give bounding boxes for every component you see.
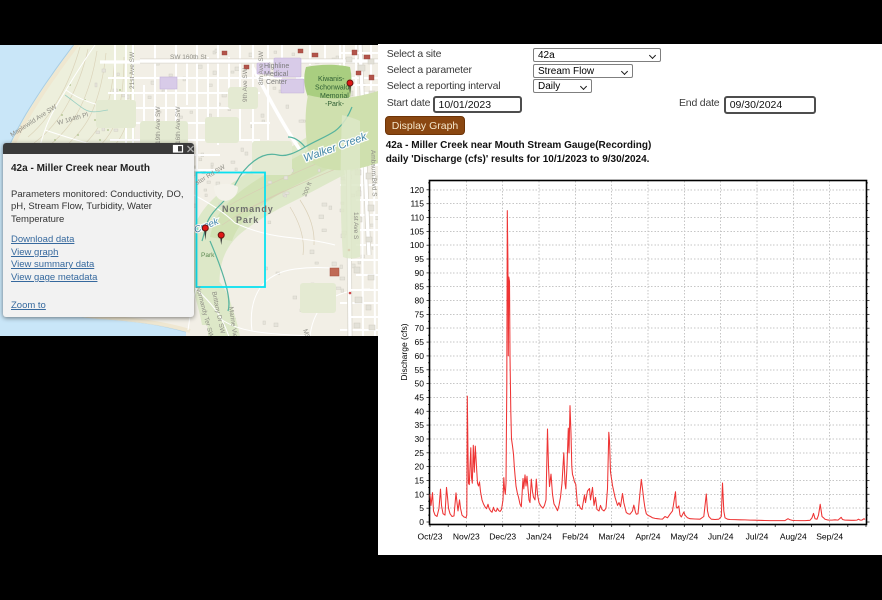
svg-text:105: 105	[410, 226, 424, 236]
svg-text:16th Ave SW: 16th Ave SW	[175, 106, 182, 144]
svg-text:Dec/23: Dec/23	[489, 532, 516, 542]
svg-text:Highline: Highline	[264, 63, 289, 70]
svg-text:60: 60	[415, 351, 425, 361]
svg-text:May/24: May/24	[670, 532, 698, 542]
svg-text:Oct/23: Oct/23	[417, 532, 442, 542]
svg-text:30: 30	[415, 434, 425, 444]
svg-text:Sep/24: Sep/24	[816, 532, 843, 542]
svg-text:35: 35	[415, 420, 425, 430]
svg-text:Aug/24: Aug/24	[780, 532, 807, 542]
svg-text:100: 100	[410, 240, 424, 250]
svg-text:1st Ave S: 1st Ave S	[352, 212, 359, 240]
svg-text:Memorial: Memorial	[320, 93, 349, 100]
svg-text:Park: Park	[201, 252, 215, 259]
svg-text:Schonwald: Schonwald	[315, 85, 349, 92]
svg-text:15: 15	[415, 476, 425, 486]
svg-text:Apr/24: Apr/24	[635, 532, 660, 542]
svg-text:45: 45	[415, 392, 425, 402]
svg-text:Mar/24: Mar/24	[598, 532, 625, 542]
svg-text:25: 25	[415, 448, 425, 458]
svg-text:115: 115	[410, 199, 424, 209]
svg-text:MSW: MSW	[301, 328, 313, 336]
svg-text:85: 85	[415, 282, 425, 292]
svg-text:Medical: Medical	[264, 71, 289, 78]
svg-text:90: 90	[415, 268, 425, 278]
svg-text:Ambaum Blvd S: Ambaum Blvd S	[369, 150, 378, 197]
svg-text:19th Ave SW: 19th Ave SW	[155, 106, 162, 144]
svg-text:Discharge (cfs): Discharge (cfs)	[399, 323, 409, 380]
svg-text:10: 10	[415, 489, 425, 499]
svg-text:Jan/24: Jan/24	[526, 532, 552, 542]
svg-text:200 ft: 200 ft	[302, 181, 313, 197]
svg-text:120: 120	[410, 185, 424, 195]
svg-text:9th Ave SW: 9th Ave SW	[242, 67, 249, 102]
svg-text:5: 5	[419, 503, 424, 513]
svg-text:70: 70	[415, 323, 425, 333]
svg-text:Nov/23: Nov/23	[453, 532, 480, 542]
svg-text:75: 75	[415, 309, 425, 319]
svg-text:21st Ave SW: 21st Ave SW	[129, 51, 136, 89]
svg-text:65: 65	[415, 337, 425, 347]
svg-text:Feb/24: Feb/24	[562, 532, 589, 542]
svg-text:20: 20	[415, 462, 425, 472]
svg-text:Kiwanis-: Kiwanis-	[318, 76, 345, 83]
svg-text:Center: Center	[266, 79, 288, 86]
svg-text:Normandy: Normandy	[222, 204, 274, 214]
svg-text:SW 160th St: SW 160th St	[170, 54, 207, 61]
svg-text:0: 0	[419, 517, 424, 527]
svg-text:50: 50	[415, 379, 425, 389]
svg-text:Park: Park	[236, 215, 259, 225]
svg-text:8th Ave SW: 8th Ave SW	[258, 50, 265, 85]
svg-text:55: 55	[415, 365, 425, 375]
svg-text:80: 80	[415, 296, 425, 306]
svg-text:-Park-: -Park-	[325, 101, 345, 108]
svg-text:110: 110	[410, 213, 424, 223]
svg-text:95: 95	[415, 254, 425, 264]
svg-text:Jun/24: Jun/24	[708, 532, 734, 542]
svg-text:Jul/24: Jul/24	[746, 532, 769, 542]
svg-text:40: 40	[415, 406, 425, 416]
